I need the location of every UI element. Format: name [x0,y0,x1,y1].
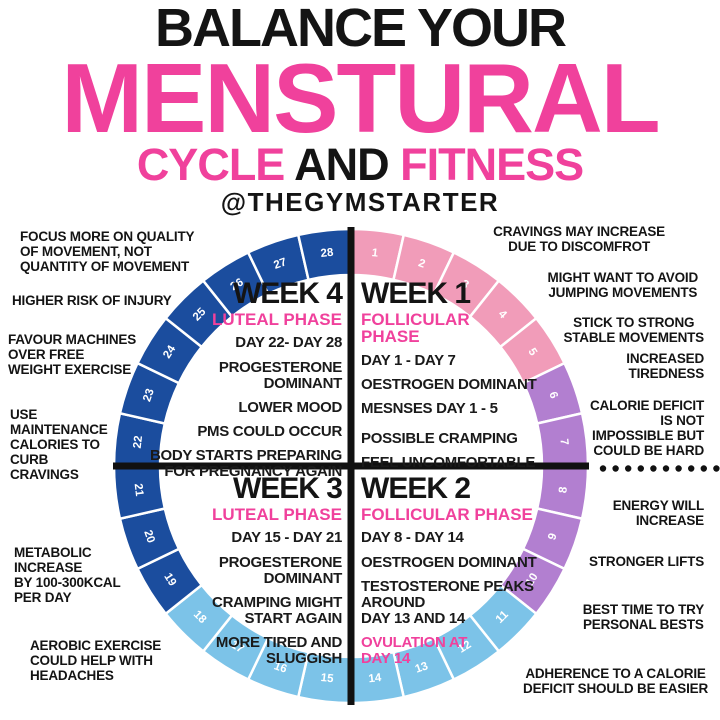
annotation-cravings: CRAVINGS MAY INCREASE DUE TO DISCOMFROT [493,224,665,255]
quadrant-week4: WEEK 4 LUTEAL PHASE DAY 22- DAY 28 PROGE… [100,277,343,489]
day-number-19: 19 [161,571,178,588]
dotted-line-dot [650,465,657,472]
week3-phase-label: LUTEAL PHASE [211,505,342,524]
day-number-27: 27 [272,256,288,272]
annotation-stable-movements: STICK TO STRONG STABLE MOVEMENTS [563,315,704,346]
annotation-deficit-adherence: ADHERENCE TO A CALORIE DEFICIT SHOULD BE… [523,666,708,697]
week2-phase-label: FOLLICULAR PHASE [361,505,533,524]
title-sub-fitness: FITNESS [400,139,584,191]
week1-note-cramping: POSSIBLE CRAMPING [361,430,518,448]
week3-note-hormone: PROGESTERONE DOMINANT [218,553,342,587]
quadrant-week3: WEEK 3 LUTEAL PHASE DAY 15 - DAY 21 PROG… [100,472,343,676]
day-number-7: 7 [557,438,570,446]
annotation-energy-increase: ENERGY WILL INCREASE [612,498,705,529]
annotation-injury-risk: HIGHER RISK OF INJURY [12,293,172,308]
annotation-stronger-lifts: STRONGER LIFTS [589,554,704,569]
day-number-23: 23 [141,387,157,403]
title-top-line: BALANCE YOUR [154,0,567,58]
annotation-personal-bests: BEST TIME TO TRY PERSONAL BESTS [582,602,705,633]
week4-title: WEEK 4 [232,277,343,310]
dotted-line-dot [688,465,695,472]
dotted-line-dot [599,465,607,472]
author-handle: @THEGYMSTARTER [220,187,500,218]
week2-day-range: DAY 8 - DAY 14 [361,529,464,547]
annotation-quality-of-movement: FOCUS MORE ON QUALITY OF MOVEMENT, NOT Q… [20,229,195,275]
day-number-1: 1 [371,247,379,260]
day-number-13: 13 [414,660,430,676]
week2-ovulation-label: OVULATION AT DAY 14 [361,634,468,668]
week4-note-body: BODY STARTS PREPARING FOR PREGNANCY AGAI… [149,447,342,481]
annotation-favour-machines: FAVOUR MACHINES OVER FREE WEIGHT EXERCIS… [8,332,137,378]
dotted-line-dot [625,465,632,472]
day-number-9: 9 [546,532,559,542]
day-number-17: 17 [229,639,246,656]
day-number-6: 6 [546,390,559,400]
header: BALANCE YOUR MENSTURAL CYCLE AND FITNESS… [0,0,720,217]
annotation-avoid-jumping: MIGHT WANT TO AVOID JUMPING MOVEMENTS [547,270,699,301]
week4-phase-label: LUTEAL PHASE [211,310,342,329]
dotted-line-dot [713,465,720,472]
quadrant-divider-horizontal [113,462,589,470]
week4-day-range: DAY 22- DAY 28 [235,334,342,352]
week4-note-hormone: PROGESTERONE DOMINANT [218,358,342,392]
week1-title: WEEK 1 [361,277,471,310]
quadrant-week1: WEEK 1 FOLLICULAR PHASE DAY 1 - DAY 7 OE… [361,279,547,480]
day-number-8: 8 [557,486,570,494]
week1-phase-label: FOLLICULAR PHASE [361,310,470,347]
week4-note-pms: PMS COULD OCCUR [197,423,342,441]
week1-note-menses: MESNSES DAY 1 - 5 [361,400,498,418]
week3-note-tired: MORE TIRED AND SLUGGISH [215,634,342,668]
week2-title: WEEK 2 [361,472,471,505]
day-number-10: 10 [524,571,541,588]
dotted-line-dot [700,465,707,472]
week2-note-hormone: OESTROGEN DOMINANT [361,553,537,571]
title-sub-and: AND [284,139,401,191]
annotation-aerobic-exercise: AEROBIC EXERCISE COULD HELP WITH HEADACH… [30,638,162,684]
week1-day-range: DAY 1 - DAY 7 [361,351,456,369]
title-sub-line: CYCLE AND FITNESS [0,142,720,187]
day-number-3: 3 [459,278,471,292]
annotation-calorie-deficit: CALORIE DEFICIT IS NOT IMPOSSIBLE BUT CO… [590,398,704,459]
dotted-line-dot [662,465,670,472]
title-main-word: MENSTURAL [61,43,660,154]
day-number-20: 20 [141,529,157,545]
day-number-12: 12 [456,639,473,656]
annotation-metabolic-increase: METABOLIC INCREASE BY 100-300KCAL PER DA… [14,545,121,606]
week3-note-cramping: CRAMPING MIGHT START AGAIN [212,593,342,628]
title-sub-cycle: CYCLE [136,139,286,191]
dotted-line-dot [675,465,682,472]
day-number-22: 22 [132,435,145,449]
day-number-28: 28 [320,247,335,260]
week3-title: WEEK 3 [232,472,343,505]
quadrant-week2: WEEK 2 FOLLICULAR PHASE DAY 8 - DAY 14 O… [361,474,551,676]
dotted-line-dot [637,465,644,472]
week3-day-range: DAY 15 - DAY 21 [231,529,342,547]
week2-note-testosterone: TESTOSTERONE PEAKS AROUND DAY 13 AND 14 [361,577,534,628]
day-number-15: 15 [320,672,335,685]
week4-note-mood: LOWER MOOD [238,398,342,416]
day-number-26: 26 [229,276,246,293]
day-number-14: 14 [368,672,383,685]
dotted-line-dot [612,465,619,472]
annotation-tiredness: INCREASED TIREDNESS [626,351,704,382]
annotation-maintenance-calories: USE MAINTENANCE CALORIES TO CURB CRAVING… [10,407,108,483]
week1-note-hormone: OESTROGEN DOMINANT [361,375,537,393]
week1-note-uncomfortable: FEEL UNCOMFORTABLE [361,454,536,472]
day-number-16: 16 [272,660,288,676]
day-number-2: 2 [417,257,427,270]
day-number-21: 21 [132,483,145,498]
